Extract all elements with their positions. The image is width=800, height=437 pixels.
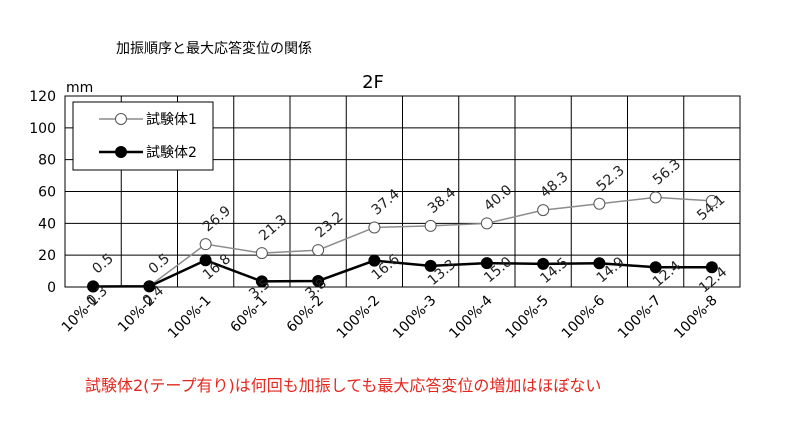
x-tick-label: 60%-2 [284,293,327,336]
x-tick-label: 100%-1 [165,293,214,342]
annotation-note: 試験体2(テープ有り)は何回も加振しても最大応答変位の増加はほぼない [85,376,602,395]
x-tick-label: 100%-2 [334,293,383,342]
data-point [87,280,100,293]
y-tick-label: 80 [38,153,56,169]
data-label: 26.9 [200,203,234,235]
page-header: 加振順序と最大応答変位の関係 [116,41,312,57]
chart-title: 2F [362,72,384,93]
y-axis-unit: mm [66,80,93,96]
x-tick-label: 100%-3 [390,293,439,342]
legend-box [72,101,214,171]
data-point [143,280,156,293]
y-tick-labels: 0 20 40 60 80 100 120 [29,89,56,296]
data-label: 54.1 [694,192,728,224]
data-point [199,238,212,251]
x-tick-label: 100%-7 [615,293,664,342]
y-tick-label: 100 [29,121,56,137]
legend: 試験体1 試験体2 [72,101,214,171]
data-point [537,257,550,270]
data-point [649,191,662,204]
x-tick-label: 100%-8 [671,293,720,342]
data-point [312,244,325,257]
y-tick-label: 120 [29,89,56,105]
data-label: 48.3 [537,169,571,201]
data-point [312,274,325,287]
data-label: 12.4 [696,264,730,296]
data-point [424,219,437,232]
x-tick-label: 100%-5 [502,293,551,342]
data-label: 3.5 [246,276,273,303]
data-label: 40.0 [481,182,515,214]
data-point [705,194,718,207]
data-point [705,261,718,274]
data-point [255,275,268,288]
legend-swatch-marker [115,113,127,125]
data-label: 38.4 [425,185,459,217]
data-point [480,217,493,230]
legend-entry: 試験体2 [146,145,197,161]
data-point [649,261,662,274]
x-tick-label: 100%-6 [559,292,609,342]
x-tick-label: 60%-1 [228,293,271,336]
data-point [537,204,550,217]
data-point [593,197,606,210]
data-point [199,254,212,267]
legend-swatch-marker [115,146,127,158]
y-tick-label: 20 [38,248,56,264]
data-label: 52.3 [594,163,628,195]
x-tick-label: 100%-4 [446,292,496,342]
data-label: 56.3 [650,156,684,188]
data-point [255,247,268,260]
plot-border [64,95,741,288]
data-point [593,257,606,270]
data-label: 23.2 [312,209,346,241]
plot-area [64,95,741,288]
legend-entry: 試験体1 [146,112,197,128]
series-line-2 [93,258,712,288]
y-tick-label: 60 [38,185,56,201]
data-label: 21.3 [256,212,290,244]
y-tick-label: 0 [47,280,56,296]
data-point [368,221,381,234]
series-2: 0.3 0.416.83.5 3.816.6 13.3 15.0 14.5 14.9 12.4… [83,251,730,310]
data-point [368,254,381,267]
data-point [424,259,437,272]
series-line-1 [93,196,712,287]
y-tick-label: 40 [38,216,56,232]
data-point [480,257,493,270]
